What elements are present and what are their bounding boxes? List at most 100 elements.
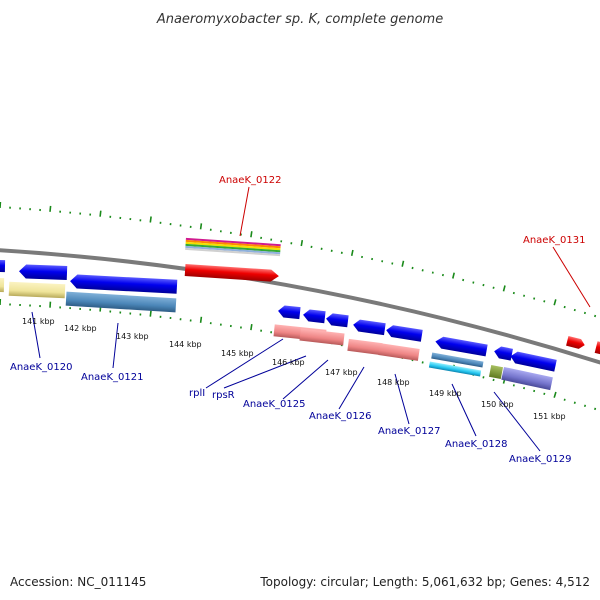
- major-scale-tick: [553, 299, 557, 306]
- feature-salmon-d: [378, 343, 420, 361]
- minor-scale-tick: [573, 308, 576, 312]
- minor-scale-tick: [472, 281, 475, 284]
- minor-scale-tick: [523, 294, 526, 297]
- leader-anaek-0127: [394, 373, 410, 425]
- minor-scale-tick: [523, 386, 526, 390]
- feature-blue-i: [494, 346, 513, 361]
- kbp-label: 142 kbp: [64, 324, 97, 333]
- kbp-label: 143 kbp: [116, 332, 149, 341]
- minor-scale-tick: [533, 297, 536, 300]
- feature-blue-e: [326, 313, 349, 328]
- feature-anaek-0122: [184, 263, 279, 282]
- feature-blue-a: [19, 264, 68, 280]
- minor-scale-tick: [563, 305, 566, 309]
- kbp-label: 146 kbp: [272, 358, 305, 367]
- kbp-label: 147 kbp: [325, 368, 358, 377]
- leader-anaek-0129: [493, 391, 541, 452]
- minor-scale-tick: [512, 384, 515, 387]
- minor-scale-tick: [421, 361, 424, 364]
- feature-anaek-0131: [566, 335, 585, 349]
- feature-blue-j: [510, 351, 557, 372]
- leader-anaek-0121: [112, 322, 119, 369]
- feature-cyan-a: [428, 361, 482, 377]
- major-scale-tick: [300, 239, 304, 247]
- feature-yellow-edge: [0, 277, 5, 293]
- leader-anaek-0131: [552, 246, 591, 308]
- major-scale-tick: [199, 223, 203, 230]
- scale-labels: 141 kbp 142 kbp 143 kbp 144 kbp 145 kbp …: [22, 317, 566, 421]
- feature-anaek-0122-stack: [185, 237, 281, 257]
- leader-anaek-0126: [338, 366, 365, 410]
- kbp-label: 141 kbp: [22, 317, 55, 326]
- leader-anaek-0125: [282, 359, 329, 400]
- minor-scale-tick: [583, 404, 587, 408]
- gene-label-rpli: rplI: [189, 388, 205, 399]
- minor-scale-tick: [482, 283, 485, 287]
- reverse-features: [0, 259, 557, 391]
- feature-blue-edge: [0, 259, 6, 273]
- major-scale-tick: [250, 323, 253, 331]
- forward-features: [184, 237, 600, 355]
- feature-salmon-b: [299, 328, 345, 346]
- minor-scale-tick: [462, 278, 465, 282]
- feature-edge-red: [594, 341, 600, 355]
- gene-label-anaek-0120: AnaeK_0120: [10, 362, 72, 373]
- feature-blue-f: [353, 319, 386, 336]
- minor-scale-tick: [492, 286, 495, 289]
- minor-scale-tick: [594, 407, 597, 411]
- major-scale-tick: [149, 216, 152, 223]
- gene-label-anaek-0127: AnaeK_0127: [378, 426, 440, 437]
- minor-scale-tick: [543, 392, 546, 396]
- gene-label-anaek-0125: AnaeK_0125: [243, 399, 305, 410]
- upper-scale-ticks: [0, 201, 597, 318]
- feature-blue-g: [386, 325, 423, 342]
- feature-purple-a: [501, 366, 553, 391]
- major-scale-tick: [452, 272, 455, 279]
- minor-scale-tick: [573, 401, 576, 404]
- minor-scale-tick: [492, 378, 495, 382]
- major-scale-tick: [250, 231, 253, 238]
- minor-scale-tick: [482, 376, 485, 379]
- major-scale-tick: [149, 310, 152, 317]
- feature-blue-h: [435, 336, 488, 357]
- minor-scale-tick: [421, 269, 424, 272]
- major-scale-tick: [502, 285, 506, 292]
- leader-anaek-0122: [239, 186, 250, 237]
- gene-label-anaek-0128: AnaeK_0128: [445, 439, 507, 450]
- minor-scale-tick: [533, 389, 536, 393]
- gene-label-anaek-0121: AnaeK_0121: [81, 372, 143, 383]
- feature-blue-b: [70, 274, 178, 294]
- minor-scale-tick: [563, 398, 566, 401]
- major-scale-tick: [553, 391, 557, 398]
- feature-steel-b: [431, 352, 484, 368]
- gene-label-anaek-0131: AnaeK_0131: [523, 235, 585, 246]
- minor-scale-tick: [543, 300, 546, 303]
- minor-scale-tick: [441, 273, 444, 277]
- gene-labels: AnaeK_0122 AnaeK_0131 AnaeK_0120 AnaeK_0…: [10, 175, 585, 465]
- feature-blue-c: [278, 305, 301, 320]
- leader-rpli: [205, 338, 284, 389]
- minor-scale-tick: [411, 266, 414, 270]
- feature-olive-a: [488, 364, 504, 380]
- minor-scale-tick: [583, 311, 586, 315]
- leader-anaek-0128: [451, 383, 477, 437]
- gene-label-anaek-0122: AnaeK_0122: [219, 175, 281, 186]
- leader-anaek-0120: [31, 311, 41, 359]
- leader-rpsr: [223, 355, 307, 389]
- kbp-label: 150 kbp: [481, 400, 514, 409]
- major-scale-tick: [49, 205, 52, 212]
- major-scale-tick: [350, 249, 354, 256]
- kbp-label: 145 kbp: [221, 349, 254, 358]
- feature-steel-a: [65, 291, 177, 313]
- accession-text: Accession: NC_011145: [10, 575, 146, 589]
- kbp-label: 151 kbp: [533, 412, 566, 421]
- leader-lines: [31, 186, 591, 452]
- minor-scale-tick: [594, 314, 597, 318]
- map-title: Anaeromyxobacter sp. K, complete genome: [156, 12, 443, 27]
- major-scale-tick: [199, 316, 203, 323]
- feature-blue-d: [303, 309, 326, 324]
- genome-backbone: [0, 248, 600, 365]
- major-scale-tick: [99, 210, 102, 217]
- gene-label-anaek-0129: AnaeK_0129: [509, 454, 571, 465]
